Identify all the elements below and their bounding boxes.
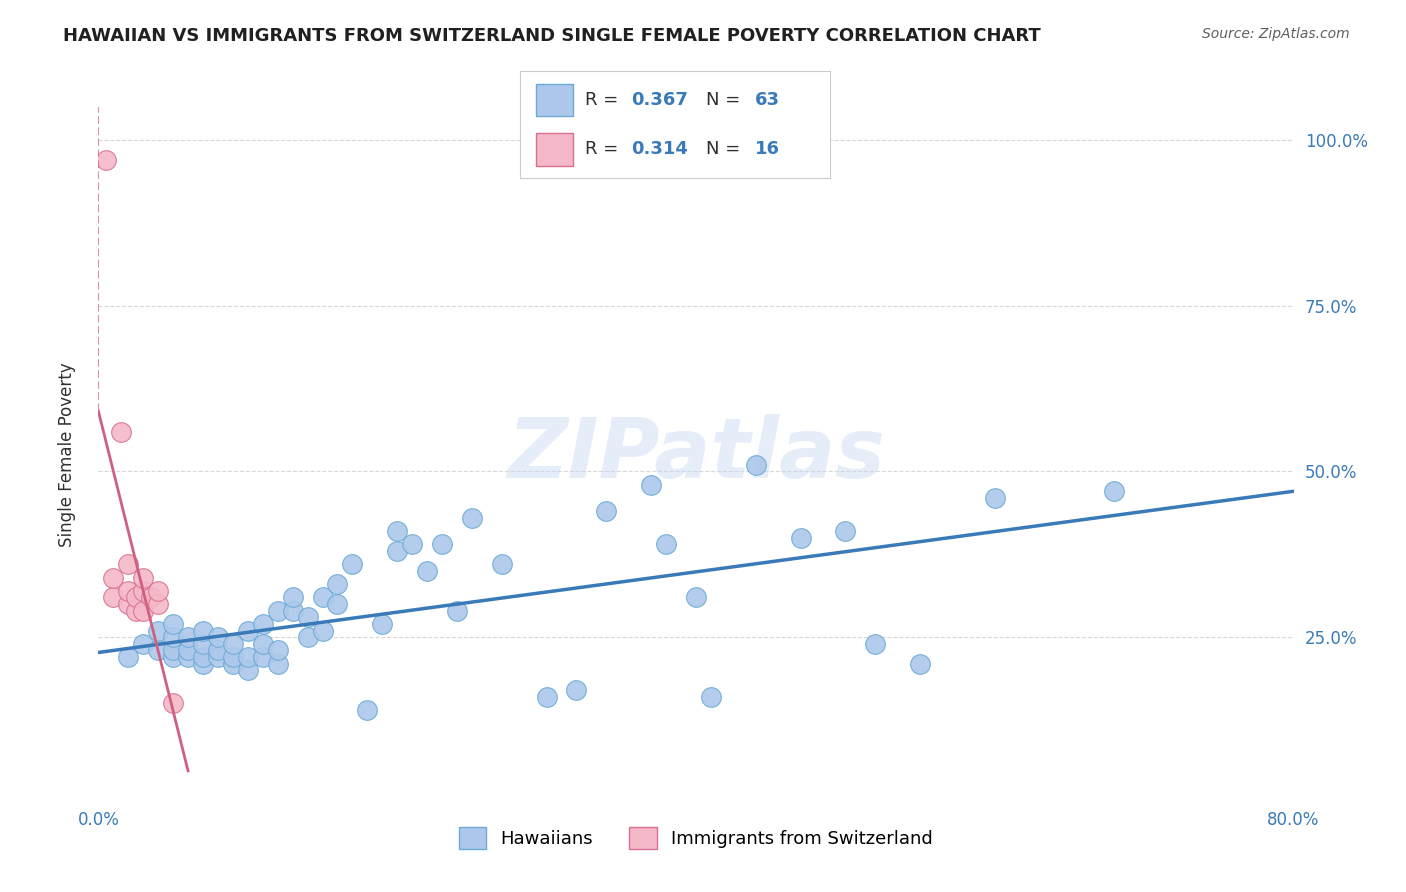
Point	[110, 425, 132, 439]
Point	[177, 650, 200, 665]
Point	[117, 583, 139, 598]
Text: 63: 63	[755, 91, 780, 109]
Point	[342, 558, 364, 572]
Text: 16: 16	[755, 141, 780, 159]
Point	[207, 650, 229, 665]
Point	[103, 591, 125, 605]
Point	[132, 637, 155, 651]
Point	[125, 591, 148, 605]
Point	[252, 650, 274, 665]
Point	[191, 657, 214, 671]
Point	[252, 616, 274, 631]
Point	[162, 697, 184, 711]
Point	[565, 683, 588, 698]
Point	[177, 643, 200, 657]
Text: 0.314: 0.314	[631, 141, 689, 159]
Point	[252, 637, 274, 651]
Bar	[536, 134, 572, 166]
Point	[236, 663, 259, 677]
Point	[984, 491, 1007, 505]
Point	[236, 624, 259, 638]
Point	[685, 591, 707, 605]
Point	[865, 637, 887, 651]
Y-axis label: Single Female Poverty: Single Female Poverty	[58, 363, 76, 547]
Point	[117, 597, 139, 611]
Point	[132, 604, 155, 618]
Text: R =: R =	[585, 141, 624, 159]
Point	[640, 477, 662, 491]
Point	[789, 531, 811, 545]
Point	[311, 591, 333, 605]
Point	[834, 524, 856, 538]
Text: R =: R =	[585, 91, 624, 109]
Point	[177, 630, 200, 644]
Point	[1104, 484, 1126, 499]
Point	[139, 591, 162, 605]
Point	[191, 624, 214, 638]
Point	[430, 537, 453, 551]
Point	[191, 650, 214, 665]
Point	[385, 524, 409, 538]
Point	[162, 643, 184, 657]
Point	[207, 643, 229, 657]
Bar	[536, 84, 572, 116]
Point	[908, 657, 931, 671]
Point	[132, 570, 155, 584]
Point	[595, 504, 617, 518]
Point	[125, 604, 148, 618]
Point	[446, 604, 468, 618]
Legend: Hawaiians, Immigrants from Switzerland: Hawaiians, Immigrants from Switzerland	[451, 820, 941, 856]
Point	[162, 650, 184, 665]
Text: Source: ZipAtlas.com: Source: ZipAtlas.com	[1202, 27, 1350, 41]
Point	[191, 637, 214, 651]
Point	[745, 458, 768, 472]
Text: N =: N =	[706, 141, 745, 159]
Point	[281, 591, 304, 605]
Point	[326, 597, 349, 611]
Point	[132, 583, 155, 598]
Point	[311, 624, 333, 638]
Point	[267, 657, 290, 671]
Point	[117, 650, 139, 665]
Point	[461, 511, 484, 525]
Point	[267, 604, 290, 618]
Point	[371, 616, 394, 631]
Point	[162, 630, 184, 644]
Point	[700, 690, 723, 704]
Text: 0.367: 0.367	[631, 91, 689, 109]
Point	[148, 583, 170, 598]
Point	[207, 630, 229, 644]
Point	[326, 577, 349, 591]
Point	[103, 570, 125, 584]
Point	[297, 630, 319, 644]
Point	[148, 597, 170, 611]
Text: HAWAIIAN VS IMMIGRANTS FROM SWITZERLAND SINGLE FEMALE POVERTY CORRELATION CHART: HAWAIIAN VS IMMIGRANTS FROM SWITZERLAND …	[63, 27, 1040, 45]
Point	[356, 703, 378, 717]
Text: N =: N =	[706, 91, 745, 109]
Point	[222, 637, 245, 651]
Point	[385, 544, 409, 558]
Point	[297, 610, 319, 624]
Point	[94, 153, 117, 167]
Point	[536, 690, 558, 704]
Point	[401, 537, 423, 551]
Point	[148, 643, 170, 657]
Point	[222, 650, 245, 665]
Point	[281, 604, 304, 618]
Point	[148, 624, 170, 638]
Point	[491, 558, 513, 572]
Point	[416, 564, 439, 578]
Point	[222, 657, 245, 671]
Point	[162, 616, 184, 631]
Text: ZIPatlas: ZIPatlas	[508, 415, 884, 495]
Point	[267, 643, 290, 657]
Point	[236, 650, 259, 665]
Point	[117, 558, 139, 572]
Point	[655, 537, 678, 551]
